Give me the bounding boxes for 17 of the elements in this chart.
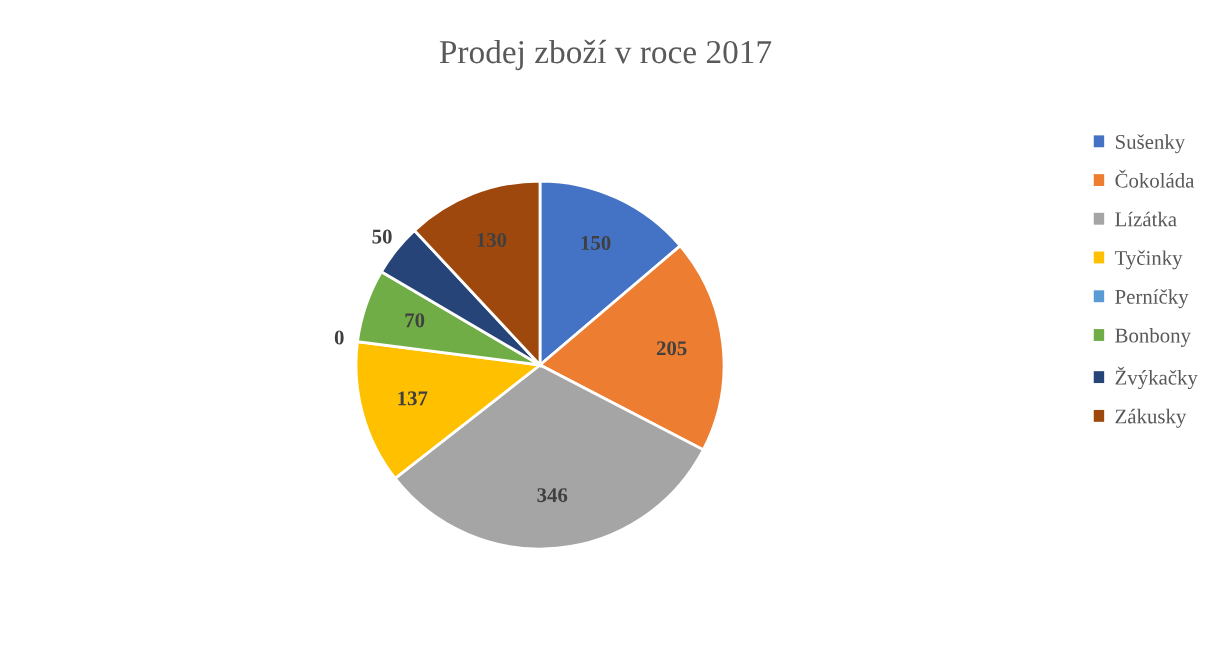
legend-label: Lízátka xyxy=(1115,211,1177,227)
legend-label: Čokoláda xyxy=(1115,169,1195,188)
legend-label: Zákusky xyxy=(1115,408,1187,428)
data-label: 137 xyxy=(398,391,428,406)
legend-label: Žvýkačky xyxy=(1115,366,1198,390)
chart-title: Prodej zboží v roce 2017 xyxy=(439,39,772,71)
legend-label: Bonbony xyxy=(1115,327,1191,347)
data-label: 50 xyxy=(372,229,392,244)
legend-label: Perníčky xyxy=(1115,289,1189,309)
data-label: 130 xyxy=(477,232,507,247)
legend-label: Sušenky xyxy=(1115,134,1186,154)
data-label: 205 xyxy=(656,341,687,356)
data-label: 70 xyxy=(405,313,425,328)
legend-label: Tyčinky xyxy=(1114,250,1183,270)
text: 0 xyxy=(334,330,344,345)
data-label: 346 xyxy=(537,488,568,503)
data-label: 150 xyxy=(581,235,611,250)
